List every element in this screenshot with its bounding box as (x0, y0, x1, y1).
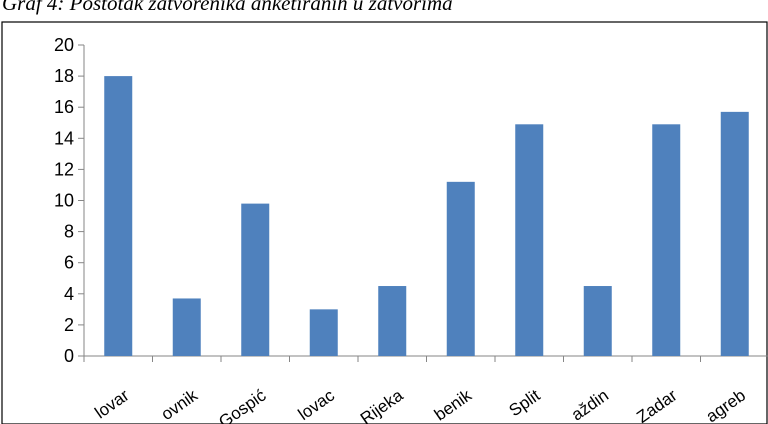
bar (583, 286, 612, 356)
x-tick-label: Zadar (633, 386, 681, 424)
chart-title: Graf 4: Postotak zatvorenika anketiranih… (2, 0, 453, 15)
bar (720, 111, 749, 357)
x-tick-label: Split (506, 386, 544, 421)
y-tick-label: 6 (64, 253, 74, 273)
y-tick-label: 8 (64, 222, 74, 242)
bar (652, 124, 681, 357)
y-tick-label: 0 (64, 346, 74, 366)
x-tick-label: agreb (703, 386, 750, 424)
chart-border (1, 21, 768, 424)
y-tick-label: 10 (54, 191, 74, 211)
x-tick-label: aždin (568, 386, 612, 424)
y-tick-label: 2 (64, 315, 74, 335)
bar (446, 181, 475, 356)
y-tick-labels: 0 2 4 6 8 10 12 14 16 18 20 (54, 35, 74, 366)
x-tick-label: Rijeka (357, 385, 407, 424)
y-tick-label: 16 (54, 97, 74, 117)
bar (104, 76, 133, 356)
bars (104, 76, 749, 357)
bar (515, 124, 544, 357)
y-tick-label: 20 (54, 35, 74, 55)
bar (309, 309, 338, 356)
x-tick-label: ovnik (158, 385, 202, 424)
bar (241, 203, 270, 356)
bar (172, 298, 201, 356)
y-tick-label: 14 (54, 128, 74, 148)
y-tick-label: 4 (64, 284, 74, 304)
bar (378, 286, 407, 356)
y-tick-label: 18 (54, 66, 74, 86)
x-tick-label: lovac (295, 385, 339, 424)
y-tick-label: 12 (54, 159, 74, 179)
x-tick-label: lovar (91, 386, 132, 423)
x-tick-label: benik (431, 385, 476, 424)
x-tick-labels: lovar ovnik Gospić lovac Rijeka benik Split ažd… (91, 385, 749, 424)
x-tick-label: Gospić (215, 385, 270, 424)
